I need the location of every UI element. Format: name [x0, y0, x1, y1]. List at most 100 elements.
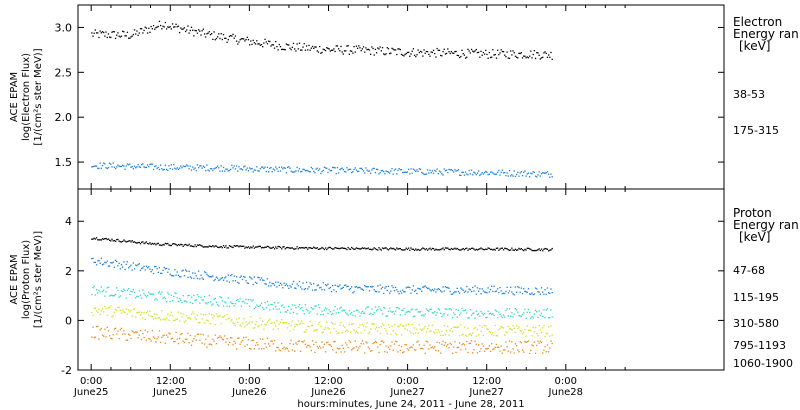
data-point	[292, 42, 295, 45]
data-point	[251, 339, 253, 342]
data-point	[225, 318, 227, 321]
data-point	[340, 168, 342, 170]
data-point	[192, 245, 194, 247]
data-point	[267, 304, 270, 306]
data-point	[149, 310, 151, 313]
data-point	[436, 331, 438, 334]
data-point	[135, 167, 137, 169]
data-point	[544, 247, 546, 250]
data-point	[205, 36, 207, 38]
data-point	[545, 172, 547, 174]
data-point	[131, 269, 133, 271]
data-point	[258, 43, 260, 45]
data-point	[540, 331, 543, 334]
data-point	[470, 48, 473, 51]
data-point	[231, 35, 233, 37]
data-point	[486, 248, 488, 251]
data-point	[194, 167, 196, 169]
data-point	[460, 249, 462, 251]
data-point	[407, 310, 410, 312]
data-point	[247, 338, 250, 341]
data-point	[107, 265, 110, 267]
data-point	[209, 245, 212, 248]
data-point	[296, 324, 298, 326]
data-point	[437, 249, 439, 251]
data-point	[283, 346, 285, 348]
data-point	[361, 168, 364, 171]
data-point	[326, 341, 328, 344]
data-point	[385, 170, 387, 172]
data-point	[393, 169, 396, 171]
data-point	[470, 290, 473, 293]
data-point	[492, 49, 494, 51]
data-point	[279, 170, 282, 172]
data-point	[203, 322, 206, 324]
data-point	[278, 166, 280, 169]
data-point	[101, 308, 104, 310]
data-point	[459, 342, 461, 344]
data-point	[136, 312, 138, 314]
data-point	[224, 315, 226, 317]
data-point	[237, 321, 239, 323]
data-point	[378, 291, 380, 293]
data-point	[379, 248, 381, 250]
data-point	[510, 328, 512, 330]
data-point	[457, 248, 460, 251]
data-point	[412, 344, 415, 346]
data-point	[436, 312, 438, 314]
data-point	[227, 170, 229, 172]
data-point	[256, 282, 258, 284]
data-point	[316, 285, 318, 287]
data-point	[504, 172, 506, 174]
data-point	[290, 170, 292, 172]
data-point	[302, 322, 304, 324]
series-795-1193	[91, 305, 553, 338]
data-point	[146, 295, 149, 297]
data-point	[200, 244, 202, 247]
data-point	[156, 299, 158, 301]
data-point	[354, 51, 356, 53]
data-point	[496, 346, 499, 349]
data-point	[500, 247, 502, 249]
data-point	[384, 173, 386, 175]
y-axis-label: ACE EPAM	[9, 254, 20, 304]
data-point	[203, 166, 206, 168]
data-point	[409, 286, 411, 289]
y-axis-label: log(Electron Flux)	[21, 53, 32, 141]
data-point	[270, 340, 272, 342]
data-point	[380, 249, 382, 251]
data-point	[375, 326, 378, 329]
data-point	[326, 167, 328, 170]
data-point	[544, 51, 546, 53]
data-point	[250, 277, 252, 279]
data-point	[546, 171, 549, 173]
data-point	[530, 317, 532, 319]
data-point	[302, 168, 304, 170]
data-point	[551, 291, 553, 294]
data-point	[142, 332, 144, 335]
data-point	[99, 313, 101, 316]
data-point	[378, 351, 380, 354]
data-point	[110, 36, 112, 39]
data-point	[196, 314, 199, 316]
data-point	[143, 265, 145, 268]
data-point	[177, 274, 180, 276]
data-point	[189, 245, 191, 247]
data-point	[534, 352, 537, 354]
data-point	[187, 244, 189, 247]
data-point	[423, 247, 425, 250]
data-point	[250, 298, 252, 301]
data-point	[547, 351, 550, 353]
data-point	[368, 331, 371, 333]
data-point	[207, 32, 209, 34]
data-point	[396, 53, 398, 56]
data-point	[321, 341, 323, 343]
data-point	[286, 327, 289, 329]
data-point	[492, 290, 494, 293]
data-point	[342, 309, 345, 311]
data-point	[551, 334, 553, 336]
data-point	[340, 247, 342, 249]
data-point	[378, 247, 380, 249]
data-point	[474, 317, 476, 319]
data-point	[545, 248, 547, 250]
